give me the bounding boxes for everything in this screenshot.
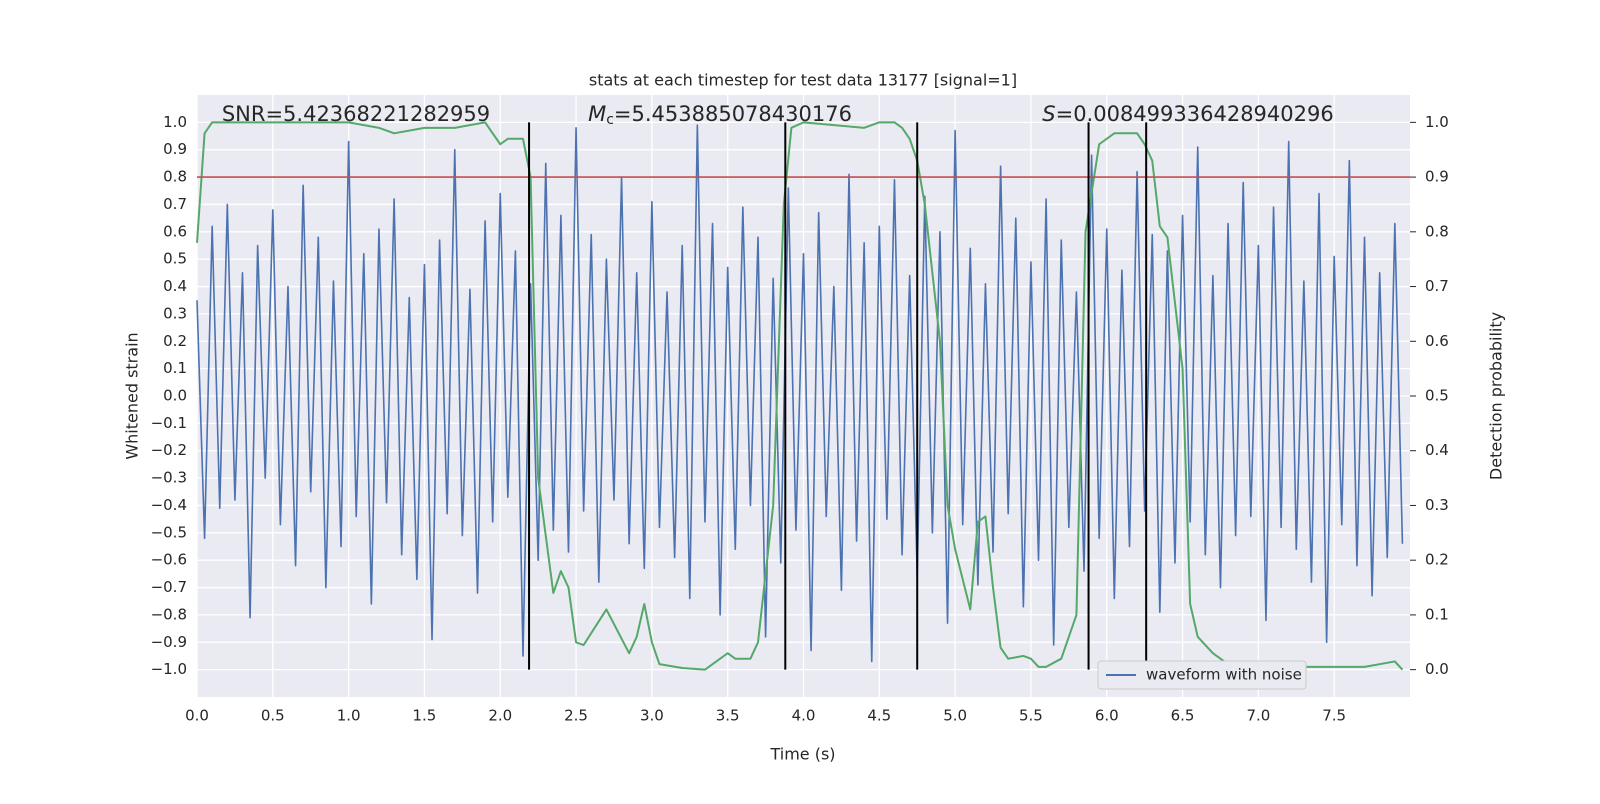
x-tick-label: 4.0 [792, 707, 816, 725]
y-tick-label: 0.9 [163, 140, 187, 158]
x-tick-label: 1.0 [337, 707, 361, 725]
y-tick-label: −0.3 [151, 469, 187, 487]
y-tick-label: 0.1 [163, 359, 187, 377]
x-tick-label: 5.0 [943, 707, 967, 725]
x-tick-label: 0.5 [261, 707, 285, 725]
y-tick-label: −0.1 [151, 414, 187, 432]
x-tick-label: 2.0 [488, 707, 512, 725]
y2-tick-label: 1.0 [1425, 113, 1449, 131]
x-tick-label: 6.0 [1095, 707, 1119, 725]
y-tick-label: 0.3 [163, 304, 187, 322]
x-tick-label: 3.5 [716, 707, 740, 725]
x-axis-label: Time (s) [769, 745, 835, 764]
x-tick-label: 6.5 [1171, 707, 1195, 725]
annotation-part: S [1042, 102, 1055, 126]
y-tick-label: −1.0 [151, 660, 187, 678]
x-tick-label: 5.5 [1019, 707, 1043, 725]
annotation-part: M [588, 102, 606, 126]
y2-tick-label: 0.1 [1425, 605, 1449, 623]
y2-tick-label: 0.9 [1425, 168, 1449, 186]
y2-tick-label: 0.5 [1425, 387, 1449, 405]
x-tick-label: 4.5 [867, 707, 891, 725]
y-tick-label: −0.2 [151, 441, 187, 459]
y2-axis-label: Detection probability [1487, 312, 1506, 480]
chart-title: stats at each timestep for test data 131… [589, 71, 1017, 90]
y-tick-label: 0.5 [163, 250, 187, 268]
y-tick-label: 0.8 [163, 168, 187, 186]
y2-tick-label: 0.2 [1425, 551, 1449, 569]
x-tick-label: 7.0 [1246, 707, 1270, 725]
annotation-part: SNR=5.42368221282959 [222, 102, 490, 126]
y-tick-label: 0.4 [163, 277, 187, 295]
x-tick-label: 7.5 [1322, 707, 1346, 725]
y-tick-label: 0.0 [163, 387, 187, 405]
y-tick-label: 0.7 [163, 195, 187, 213]
y2-tick-label: 0.7 [1425, 277, 1449, 295]
y2-tick-label: 0.0 [1425, 660, 1449, 678]
annotation: S=0.008499336428940296 [1042, 102, 1333, 126]
y-tick-label: −0.6 [151, 551, 187, 569]
annotation-part: =0.008499336428940296 [1056, 102, 1334, 126]
annotation-part: =5.453885078430176 [614, 102, 852, 126]
y-tick-label: −0.9 [151, 633, 187, 651]
y2-tick-label: 0.6 [1425, 332, 1449, 350]
y-tick-label: 0.6 [163, 222, 187, 240]
legend-label: waveform with noise [1146, 666, 1302, 684]
legend-box [1097, 660, 1307, 690]
annotation: Mc=5.453885078430176 [588, 102, 852, 128]
y-tick-label: 0.2 [163, 332, 187, 350]
y-tick-label: −0.8 [151, 605, 187, 623]
y2-tick-label: 0.4 [1425, 441, 1449, 459]
annotation-part: c [606, 112, 614, 128]
legend: waveform with noise [1097, 660, 1307, 690]
y2-tick-label: 0.8 [1425, 222, 1449, 240]
x-tick-label: 3.0 [640, 707, 664, 725]
y-tick-label: −0.4 [151, 496, 187, 514]
y2-tick-label: 0.3 [1425, 496, 1449, 514]
x-tick-label: 2.5 [564, 707, 588, 725]
y-tick-label: −0.7 [151, 578, 187, 596]
waveform-line [196, 124, 1404, 663]
x-tick-label: 1.5 [413, 707, 437, 725]
x-tick-label: 0.0 [185, 707, 209, 725]
y-tick-label: −0.5 [151, 523, 187, 541]
y-axis-label: Whitened strain [123, 332, 142, 459]
y-tick-label: 1.0 [163, 113, 187, 131]
annotation: SNR=5.42368221282959 [222, 102, 490, 126]
